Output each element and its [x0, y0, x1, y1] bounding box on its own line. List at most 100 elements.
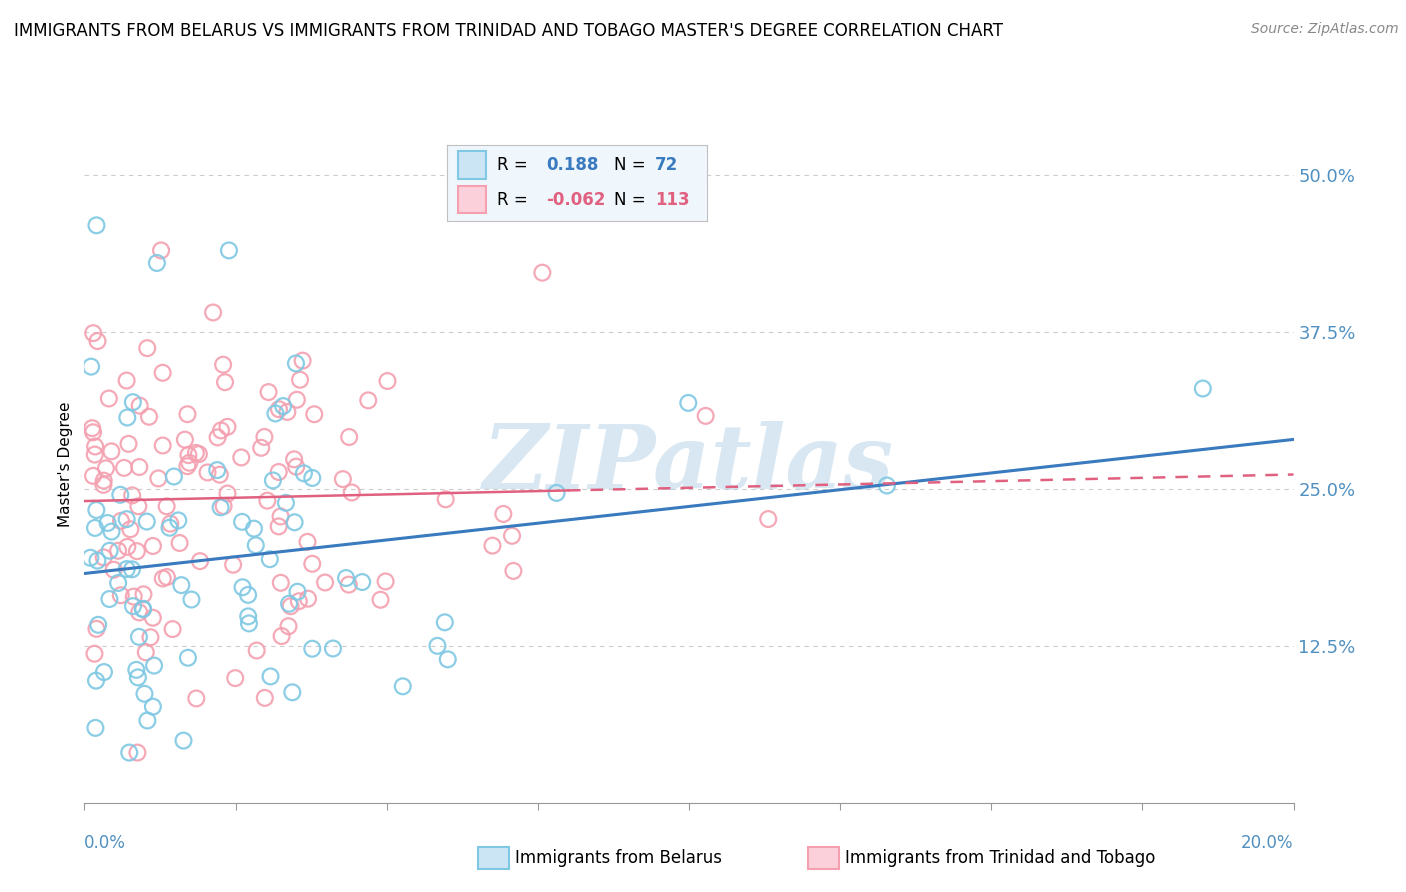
Point	[292, 467, 315, 481]
Point	[94, 461, 117, 475]
Point	[97, 392, 120, 406]
Point	[122, 590, 145, 604]
Point	[267, 519, 290, 533]
Point	[127, 500, 149, 514]
Point	[152, 366, 174, 380]
Point	[250, 441, 273, 455]
Point	[391, 679, 413, 693]
Point	[481, 539, 503, 553]
Point	[340, 485, 363, 500]
Point	[212, 499, 235, 513]
Point	[128, 460, 150, 475]
Point	[231, 450, 253, 465]
Point	[270, 575, 292, 590]
Point	[136, 341, 159, 355]
Text: Immigrants from Trinidad and Tobago: Immigrants from Trinidad and Tobago	[845, 849, 1156, 867]
Point	[259, 669, 281, 683]
Point	[86, 334, 108, 348]
Point	[238, 609, 260, 624]
Point	[84, 673, 107, 688]
Point	[180, 592, 202, 607]
Point	[357, 393, 380, 408]
Point	[159, 516, 181, 531]
Point	[134, 687, 156, 701]
Point	[86, 622, 108, 636]
Point	[138, 409, 160, 424]
Point	[285, 392, 308, 407]
Text: N =: N =	[613, 156, 645, 174]
Point	[238, 616, 260, 631]
Point	[262, 474, 284, 488]
Point	[209, 424, 232, 438]
Point	[121, 488, 143, 502]
Point	[301, 557, 323, 571]
Point	[678, 396, 700, 410]
Point	[1191, 382, 1213, 396]
Point	[426, 639, 449, 653]
Point	[117, 540, 139, 554]
Point	[82, 425, 104, 440]
Point	[222, 558, 245, 572]
Point	[86, 503, 108, 517]
Point	[374, 574, 396, 589]
Point	[179, 456, 201, 470]
Point	[98, 592, 121, 607]
Point	[218, 244, 240, 258]
Point	[278, 597, 301, 611]
Point	[84, 721, 107, 735]
Point	[169, 536, 191, 550]
Point	[253, 430, 276, 444]
Text: R =: R =	[496, 191, 527, 209]
Point	[876, 478, 898, 492]
Point	[98, 543, 121, 558]
Point	[274, 496, 297, 510]
Point	[245, 538, 267, 552]
Point	[125, 544, 148, 558]
Point	[117, 410, 139, 425]
Text: IMMIGRANTS FROM BELARUS VS IMMIGRANTS FROM TRINIDAD AND TOBAGO MASTER'S DEGREE C: IMMIGRANTS FROM BELARUS VS IMMIGRANTS FR…	[14, 22, 1002, 40]
Point	[370, 592, 392, 607]
Point	[352, 575, 374, 590]
Point	[176, 459, 198, 474]
Point	[232, 580, 254, 594]
Point	[159, 521, 181, 535]
Point	[207, 430, 229, 444]
Point	[82, 326, 104, 340]
Point	[152, 572, 174, 586]
Point	[163, 469, 186, 483]
Point	[277, 619, 299, 633]
Point	[264, 407, 287, 421]
Point	[205, 463, 228, 477]
Point	[110, 514, 132, 528]
Point	[197, 466, 219, 480]
Point	[103, 563, 125, 577]
Point	[136, 714, 159, 728]
Point	[304, 407, 326, 421]
Point	[301, 641, 323, 656]
Text: Immigrants from Belarus: Immigrants from Belarus	[515, 849, 721, 867]
Point	[243, 522, 266, 536]
Point	[128, 399, 150, 413]
Point	[107, 543, 129, 558]
Point	[270, 509, 292, 524]
Point	[695, 409, 717, 423]
Point	[118, 746, 141, 760]
Point	[259, 552, 281, 566]
Point	[156, 570, 179, 584]
Point	[86, 219, 108, 233]
Text: 0.188: 0.188	[546, 156, 599, 174]
Point	[756, 512, 779, 526]
Point	[150, 244, 173, 258]
Point	[335, 571, 357, 585]
Point	[128, 606, 150, 620]
Point	[142, 699, 165, 714]
Point	[143, 658, 166, 673]
Text: N =: N =	[613, 191, 645, 209]
Point	[212, 358, 235, 372]
Point	[125, 663, 148, 677]
Point	[79, 550, 101, 565]
Point	[142, 539, 165, 553]
Point	[236, 588, 259, 602]
Text: 0.0%: 0.0%	[84, 834, 127, 852]
Point	[152, 438, 174, 452]
